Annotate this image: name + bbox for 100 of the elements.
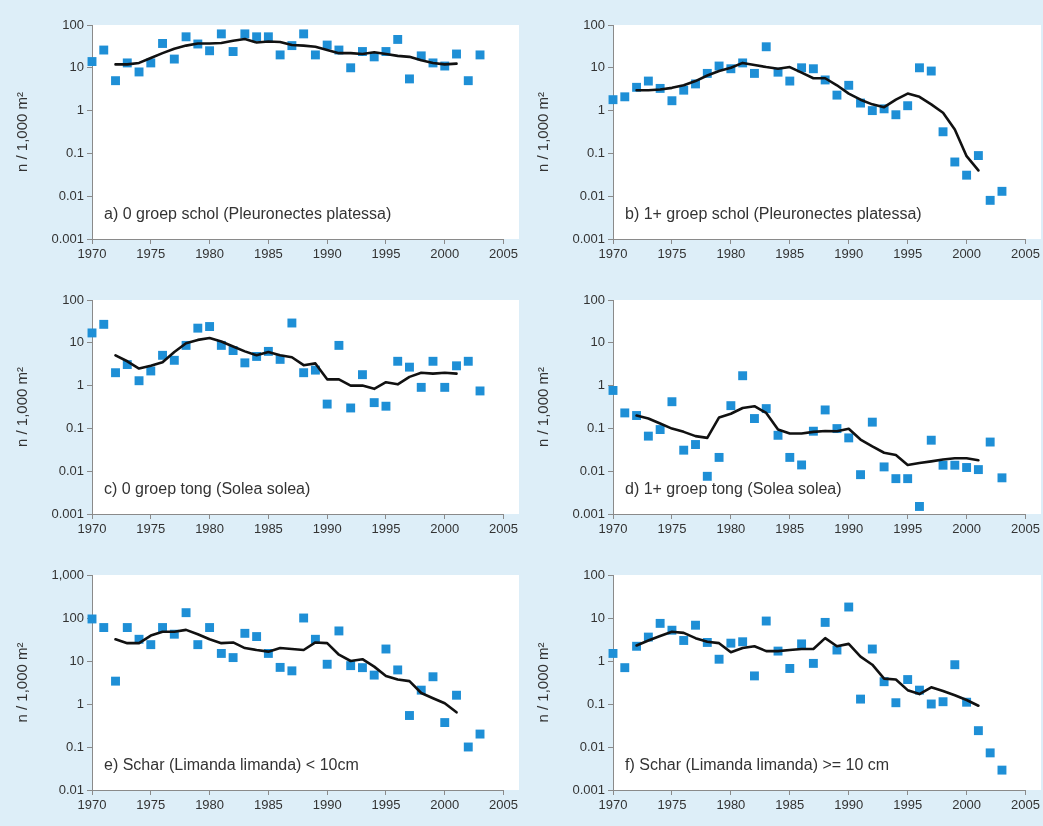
y-tick-label: 0.1 — [586, 419, 605, 435]
point — [146, 640, 156, 650]
point — [275, 662, 285, 672]
point — [962, 170, 972, 180]
point — [299, 29, 309, 39]
y-tick-label: 1 — [76, 102, 84, 118]
point — [608, 95, 618, 105]
point — [240, 358, 250, 368]
point — [867, 644, 877, 654]
x-tick-label: 1975 — [657, 797, 687, 813]
point — [691, 440, 700, 449]
point — [452, 361, 461, 371]
point — [452, 690, 461, 700]
point — [985, 195, 995, 205]
y-tick-label: 10 — [69, 334, 84, 350]
text: c) 0 groep tong (Solea solea) — [104, 480, 311, 497]
x-tick-label: 2000 — [952, 521, 982, 537]
x-tick-label: 1990 — [312, 521, 342, 537]
y-tick-label: 1 — [76, 377, 84, 393]
y-axis-title: n / 1,000 m² — [534, 366, 552, 448]
point — [679, 445, 689, 455]
point — [938, 460, 948, 470]
point — [915, 502, 924, 511]
point — [416, 382, 426, 392]
x-tick-label: 1985 — [775, 797, 805, 813]
point — [903, 474, 913, 484]
y-tick-label: 100 — [62, 291, 84, 307]
x-tick-label: 2000 — [430, 246, 460, 262]
point — [393, 34, 403, 44]
text: b) 1+ groep schol (Pleuronectes platessa) — [625, 205, 922, 222]
point — [169, 54, 179, 64]
point — [99, 623, 109, 632]
point — [87, 328, 97, 338]
point — [820, 617, 830, 627]
point — [797, 460, 807, 470]
y-tick-label: 0.001 — [51, 505, 84, 521]
y-tick-label: 0.001 — [572, 505, 605, 521]
point — [405, 362, 414, 372]
point — [87, 57, 97, 66]
point — [749, 68, 759, 78]
x-tick-label: 1995 — [893, 246, 923, 262]
point — [228, 47, 238, 56]
y-tick-label: 100 — [62, 609, 84, 625]
x-tick-label: 2005 — [1011, 246, 1040, 262]
point — [428, 356, 438, 366]
point — [738, 637, 748, 647]
point — [252, 632, 262, 642]
x-tick-label: 1995 — [371, 797, 401, 813]
y-tick-label: 1 — [597, 377, 605, 393]
x-tick-label: 1980 — [716, 246, 746, 262]
point — [938, 127, 948, 137]
x-tick-label: 1970 — [77, 246, 107, 262]
point — [903, 101, 913, 111]
point — [867, 106, 877, 116]
point — [369, 670, 379, 680]
point — [299, 368, 309, 378]
point — [393, 665, 403, 675]
point — [158, 39, 167, 48]
point — [891, 110, 901, 120]
y-tick-label: 10 — [69, 59, 84, 75]
point — [997, 765, 1007, 775]
point — [973, 726, 983, 736]
text: d) 1+ groep tong (Solea solea) — [625, 480, 842, 497]
point — [357, 663, 367, 673]
x-tick-label: 1990 — [834, 797, 864, 813]
y-tick-label: 0.001 — [51, 230, 84, 246]
point — [205, 322, 215, 331]
point — [679, 636, 689, 645]
point — [915, 63, 924, 73]
y-tick-label: 0.01 — [579, 738, 605, 754]
y-tick-label: 100 — [583, 291, 605, 307]
y-tick-label: 10 — [590, 334, 605, 350]
point — [761, 616, 771, 626]
y-tick-label: 0.001 — [572, 230, 605, 246]
y-tick-label: 10 — [69, 652, 84, 668]
point — [475, 386, 485, 396]
y-tick-label: 0.01 — [579, 462, 605, 478]
y-tick-label: 0.01 — [58, 781, 84, 797]
point — [334, 340, 344, 350]
x-tick-label: 2000 — [430, 521, 460, 537]
point — [667, 96, 677, 106]
point — [997, 473, 1007, 483]
y-axis-title: n / 1,000 m² — [534, 642, 552, 723]
y-tick-label: 0.1 — [65, 738, 84, 754]
y-tick-label: 0.1 — [65, 144, 84, 160]
point — [99, 45, 109, 55]
point — [714, 654, 724, 664]
text: f) Schar (Limanda limanda) >= 10 cm — [625, 756, 890, 773]
point — [679, 85, 689, 95]
point — [240, 628, 250, 638]
y-tick-label: 1 — [76, 695, 84, 711]
point — [702, 471, 712, 481]
point — [158, 350, 167, 360]
point — [346, 63, 356, 73]
y-tick-label: 100 — [583, 566, 605, 582]
point — [169, 355, 179, 365]
x-tick-label: 1985 — [253, 797, 283, 813]
x-tick-label: 1980 — [195, 521, 225, 537]
point — [216, 648, 226, 658]
point — [620, 92, 630, 102]
